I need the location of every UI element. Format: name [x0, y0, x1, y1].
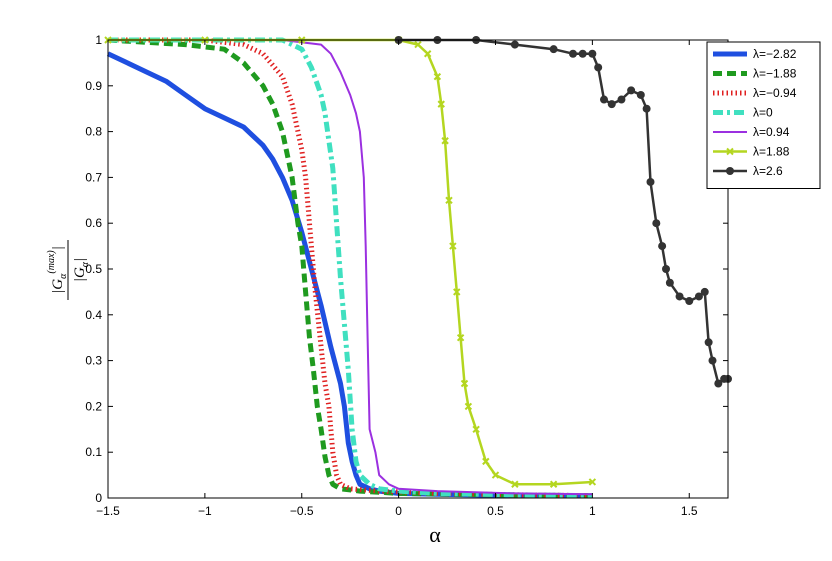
data-point	[588, 49, 597, 58]
data-point	[433, 72, 442, 81]
data-point	[588, 478, 597, 486]
data-point	[445, 196, 453, 205]
data-point	[658, 242, 667, 251]
data-point	[665, 278, 674, 287]
legend-label: λ=−1.88	[753, 67, 797, 81]
series-2	[108, 37, 593, 499]
y-tick-label: 0.2	[85, 399, 102, 413]
x-tick-label: −1.5	[96, 504, 120, 518]
data-point	[549, 45, 558, 54]
legend-item: λ=1.88	[713, 145, 790, 159]
data-point	[449, 242, 457, 250]
legend-item: λ=0.94	[713, 125, 790, 139]
data-point	[694, 292, 703, 301]
data-point	[569, 49, 577, 58]
data-point	[675, 292, 684, 301]
data-point	[460, 379, 469, 388]
legend-label: λ=2.6	[753, 164, 783, 178]
data-point	[636, 90, 645, 99]
legend-label: λ=0.94	[753, 125, 790, 139]
y-axis-label: |Gα(max)||Gα|	[46, 240, 91, 300]
data-point	[414, 40, 422, 49]
data-point	[456, 333, 465, 342]
data-point	[642, 104, 651, 113]
legend-item: λ=−2.82	[713, 47, 797, 61]
y-label-numerator: |Gα(max)|	[46, 246, 69, 294]
data-point	[472, 425, 480, 434]
data-point	[617, 95, 626, 104]
legend: λ=−2.82 λ=−1.88 λ=−0.94 λ=0 λ=0.94 λ=1.88 λ=2.…	[706, 41, 821, 189]
series-3	[108, 37, 593, 499]
x-tick-label: −0.5	[290, 504, 314, 518]
data-point	[464, 402, 473, 411]
legend-item: λ=−0.94	[713, 86, 797, 100]
legend-label: λ=0	[753, 106, 773, 120]
series-4	[108, 39, 593, 496]
x-tick-label: 1	[589, 504, 596, 518]
y-tick-label: 0.5	[85, 262, 102, 276]
data-point	[482, 457, 490, 466]
y-tick-label: 0.9	[85, 79, 102, 93]
series-line-2	[108, 37, 593, 499]
ticks-layer: −1.5 −1 −0.5 0 0.5 1 1.5 0 0.1 0.2 0.3 0.4 0.5 0.6 0.7…	[85, 33, 728, 518]
plot-area	[108, 40, 728, 498]
legend-item: λ=2.6	[713, 164, 783, 178]
series-6	[394, 36, 732, 388]
plot-background	[108, 40, 728, 498]
legend-item: λ=0	[713, 106, 773, 120]
series-layer	[104, 36, 732, 499]
data-point	[700, 287, 709, 296]
data-point	[510, 40, 519, 49]
y-tick-label: 0.8	[85, 125, 102, 139]
y-tick-label: 0.7	[85, 170, 102, 184]
legend-item: λ=−1.88	[713, 67, 797, 81]
data-point	[423, 50, 432, 58]
data-point	[441, 137, 449, 145]
data-point	[704, 338, 713, 347]
data-point	[600, 95, 608, 104]
series-line-3	[108, 37, 593, 499]
legend-box	[706, 41, 821, 189]
data-point	[491, 471, 500, 479]
data-point	[437, 100, 445, 108]
data-point	[549, 480, 558, 488]
legend-marker	[726, 167, 734, 175]
y-tick-label: 0.6	[85, 216, 102, 230]
y-tick-label: 0	[95, 491, 102, 505]
data-point	[627, 86, 636, 95]
x-tick-label: 0	[395, 504, 402, 518]
data-point	[578, 49, 587, 58]
series-line-4	[108, 39, 593, 496]
data-point	[646, 177, 655, 186]
data-point	[511, 480, 519, 488]
y-tick-label: 0.3	[85, 354, 102, 368]
data-point	[594, 63, 603, 72]
y-tick-label: 0.1	[85, 445, 102, 459]
y-tick-label: 1	[95, 33, 102, 47]
legend-label: λ=1.88	[753, 145, 790, 159]
data-point	[714, 379, 723, 388]
x-tick-label: 1.5	[681, 504, 698, 518]
y-tick-label: 0.4	[85, 308, 102, 322]
x-axis-label: α	[429, 522, 441, 547]
data-point	[685, 297, 694, 306]
x-tick-label: −1	[198, 504, 212, 518]
data-point	[453, 288, 461, 296]
legend-marker	[726, 147, 734, 156]
data-point	[607, 100, 616, 109]
data-point	[652, 219, 661, 228]
legend-label: λ=−0.94	[753, 86, 797, 100]
data-point	[708, 356, 717, 365]
data-point	[662, 265, 670, 273]
legend-label: λ=−2.82	[753, 47, 797, 61]
x-tick-label: 0.5	[487, 504, 504, 518]
